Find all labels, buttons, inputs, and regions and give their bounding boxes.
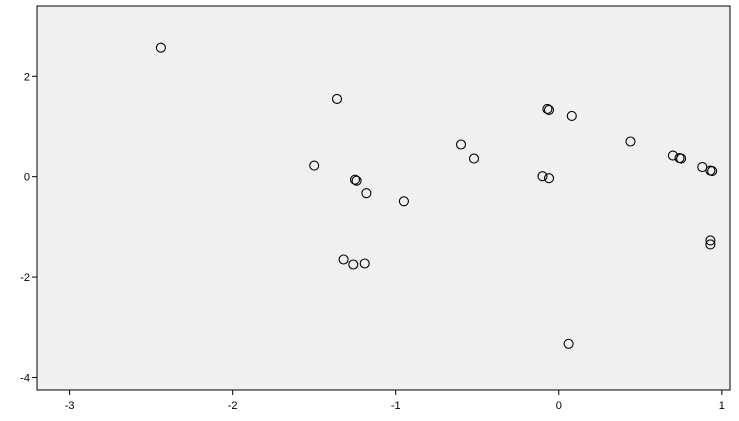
data-point: [359, 258, 370, 269]
x-tick-label: -1: [391, 400, 401, 412]
data-point: [707, 166, 718, 177]
data-point: [348, 259, 359, 270]
y-tick-label: -2: [20, 272, 30, 284]
x-tick-label: -2: [228, 400, 238, 412]
data-point: [705, 239, 716, 250]
y-tick-label: 2: [24, 71, 30, 83]
data-point: [398, 196, 409, 207]
x-tick-label: -3: [65, 400, 75, 412]
y-tick-label: -4: [20, 372, 30, 384]
data-point: [537, 171, 548, 182]
x-tick-label: 1: [719, 400, 725, 412]
data-point: [542, 103, 553, 114]
data-point: [705, 235, 716, 246]
data-point: [155, 42, 166, 53]
data-point: [543, 173, 555, 184]
data-point: [361, 188, 372, 199]
data-point: [566, 110, 577, 121]
plot-frame: [36, 5, 731, 391]
y-tick-label: 0: [24, 172, 30, 184]
data-point: [338, 254, 349, 265]
x-tick-label: 0: [556, 400, 562, 412]
data-point: [309, 160, 320, 171]
data-point: [543, 104, 555, 115]
data-point: [455, 139, 467, 150]
data-points: [155, 42, 718, 349]
plot-area: [37, 6, 730, 390]
axes: -3 -2 -1 0 1 2 0 -2 -4: [20, 71, 725, 412]
data-point: [676, 153, 687, 164]
data-point: [563, 338, 574, 349]
data-point: [331, 93, 343, 104]
data-point: [468, 153, 480, 164]
data-point: [351, 175, 362, 186]
data-point: [625, 136, 636, 147]
data-point: [349, 174, 361, 185]
